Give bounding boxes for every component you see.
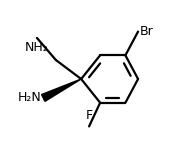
Text: H₂N: H₂N: [18, 91, 42, 104]
Text: NH₂: NH₂: [25, 41, 49, 54]
Polygon shape: [42, 79, 81, 101]
Text: Br: Br: [140, 25, 153, 38]
Text: F: F: [86, 109, 93, 122]
